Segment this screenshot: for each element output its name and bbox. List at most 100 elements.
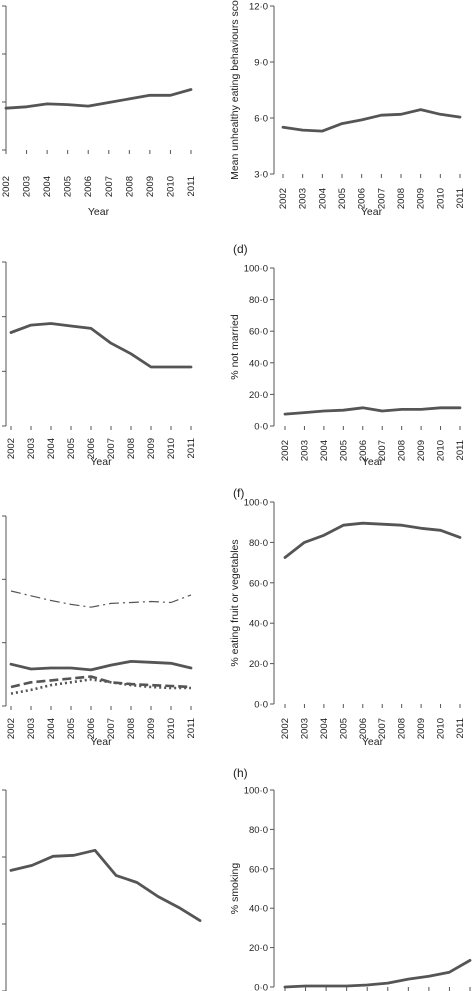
x-tick-label-e-3: 2005 — [66, 718, 77, 739]
x-tick-label-f-2: 2004 — [319, 718, 330, 739]
x-tick-label-c-0: 2002 — [6, 438, 17, 459]
x-tick-label-b-1: 2003 — [298, 188, 309, 209]
y-tick-label-f-1: 20·0 — [249, 659, 268, 670]
x-tick-label-e-2: 2004 — [46, 718, 57, 739]
x-tick-label-b-9: 2011 — [455, 188, 466, 208]
y-tick-label-d-3: 60·0 — [249, 327, 268, 338]
series-line-e-0 — [10, 590, 192, 608]
x-tick-label-e-5: 2007 — [106, 718, 117, 739]
x-axis-label-a: Year — [88, 206, 110, 218]
series-line-a-0 — [4, 88, 193, 110]
x-tick-label-d-7: 2009 — [416, 440, 427, 461]
x-tick-label-f-0: 2002 — [280, 718, 291, 739]
series-line-f-0 — [283, 521, 462, 559]
x-tick-label-d-3: 2005 — [338, 440, 349, 461]
x-tick-label-f-7: 2009 — [416, 718, 427, 739]
y-tick-label-h-5: 100·0 — [244, 786, 268, 797]
x-tick-label-a-0: 2002 — [1, 176, 12, 197]
y-tick-label-h-3: 60·0 — [249, 864, 268, 875]
y-tick-label-d-0: 0·0 — [254, 422, 268, 433]
series-line-c-0 — [9, 322, 193, 369]
x-axis-label-f: Year — [362, 736, 384, 748]
x-tick-label-a-7: 2009 — [145, 176, 156, 197]
y-axis-label-f: % eating fruit or vegetables — [229, 539, 241, 666]
x-tick-label-b-0: 2002 — [278, 188, 289, 209]
x-tick-label-e-6: 2008 — [126, 718, 137, 739]
panel-label-d: (d) — [233, 242, 248, 256]
x-tick-label-c-1: 2003 — [26, 438, 37, 459]
x-tick-label-e-4: 2006 — [86, 718, 97, 739]
x-tick-label-b-5: 2007 — [376, 188, 387, 209]
panel-label-h: (h) — [233, 766, 248, 780]
x-tick-label-a-3: 2005 — [63, 176, 74, 197]
x-tick-label-a-8: 2010 — [165, 176, 176, 197]
x-tick-label-b-7: 2009 — [416, 188, 427, 209]
x-tick-label-c-9: 2011 — [186, 438, 197, 458]
series-line-d-0 — [283, 406, 462, 416]
y-tick-label-h-0: 0·0 — [254, 983, 268, 991]
x-tick-label-d-4: 2006 — [358, 440, 369, 461]
x-axis-label-e: Year — [90, 736, 112, 748]
x-tick-label-d-5: 2007 — [377, 440, 388, 461]
x-tick-label-f-3: 2005 — [338, 718, 349, 739]
x-tick-label-a-5: 2007 — [104, 176, 115, 197]
x-tick-label-d-9: 2011 — [455, 440, 466, 460]
x-tick-label-d-6: 2008 — [397, 440, 408, 461]
x-tick-label-e-7: 2009 — [146, 718, 157, 739]
series-line-e-2 — [10, 675, 192, 689]
x-tick-label-d-1: 2003 — [299, 440, 310, 461]
x-tick-label-a-2: 2004 — [42, 176, 53, 197]
x-tick-label-e-1: 2003 — [26, 718, 37, 739]
y-axis-label-h: % smoking — [229, 863, 241, 915]
y-tick-label-d-2: 40·0 — [249, 358, 268, 369]
x-tick-label-f-9: 2011 — [455, 718, 466, 738]
series-line-g-0 — [9, 848, 202, 922]
x-tick-label-f-4: 2006 — [358, 718, 369, 739]
x-tick-label-c-3: 2005 — [66, 438, 77, 459]
y-tick-label-f-2: 40·0 — [249, 619, 268, 630]
y-tick-label-d-1: 20·0 — [249, 390, 268, 401]
y-tick-label-f-5: 100·0 — [244, 498, 268, 509]
x-tick-label-f-8: 2010 — [436, 718, 447, 739]
y-tick-label-h-4: 80·0 — [249, 825, 268, 836]
x-tick-label-d-8: 2010 — [436, 440, 447, 461]
x-tick-label-b-8: 2010 — [435, 188, 446, 209]
y-tick-label-d-5: 100·0 — [244, 264, 268, 275]
x-tick-label-b-4: 2006 — [357, 188, 368, 209]
x-tick-label-a-6: 2008 — [124, 176, 135, 197]
x-tick-label-a-1: 2003 — [22, 176, 33, 197]
series-line-b-0 — [281, 108, 462, 133]
x-tick-label-f-1: 2003 — [299, 718, 310, 739]
x-tick-label-d-0: 2002 — [280, 440, 291, 461]
y-tick-label-f-4: 80·0 — [249, 538, 268, 549]
y-tick-label-f-3: 60·0 — [249, 578, 268, 589]
x-tick-label-c-6: 2008 — [126, 438, 137, 459]
x-tick-label-c-5: 2007 — [106, 438, 117, 459]
x-axis-label-d: Year — [362, 456, 384, 468]
x-tick-label-c-7: 2009 — [146, 438, 157, 459]
y-tick-label-f-0: 0·0 — [254, 700, 268, 711]
x-tick-label-c-8: 2010 — [166, 438, 177, 459]
y-tick-label-d-4: 80·0 — [249, 295, 268, 306]
x-tick-label-a-9: 2011 — [186, 176, 197, 196]
x-tick-label-b-3: 2005 — [337, 188, 348, 209]
y-axis-label-b: Mean unhealthy eating behaviours sco — [229, 0, 241, 180]
series-line-e-1 — [9, 660, 193, 672]
x-tick-label-f-6: 2008 — [397, 718, 408, 739]
x-tick-label-e-9: 2011 — [186, 718, 197, 738]
y-tick-label-h-1: 20·0 — [249, 943, 268, 954]
x-tick-label-c-2: 2004 — [46, 438, 57, 459]
y-tick-label-h-2: 40·0 — [249, 904, 268, 915]
y-tick-label-b-0: 3·0 — [254, 170, 268, 181]
x-tick-label-f-5: 2007 — [377, 718, 388, 739]
y-tick-label-b-1: 6·0 — [254, 114, 268, 125]
series-line-e-3 — [10, 678, 191, 695]
x-tick-label-e-8: 2010 — [166, 718, 177, 739]
x-axis-label-b: Year — [361, 206, 383, 218]
x-tick-label-b-6: 2008 — [396, 188, 407, 209]
y-axis-label-d: % not married — [229, 314, 241, 380]
series-line-h-0 — [283, 959, 472, 989]
panel-label-f: (f) — [233, 486, 244, 500]
x-tick-label-d-2: 2004 — [319, 440, 330, 461]
